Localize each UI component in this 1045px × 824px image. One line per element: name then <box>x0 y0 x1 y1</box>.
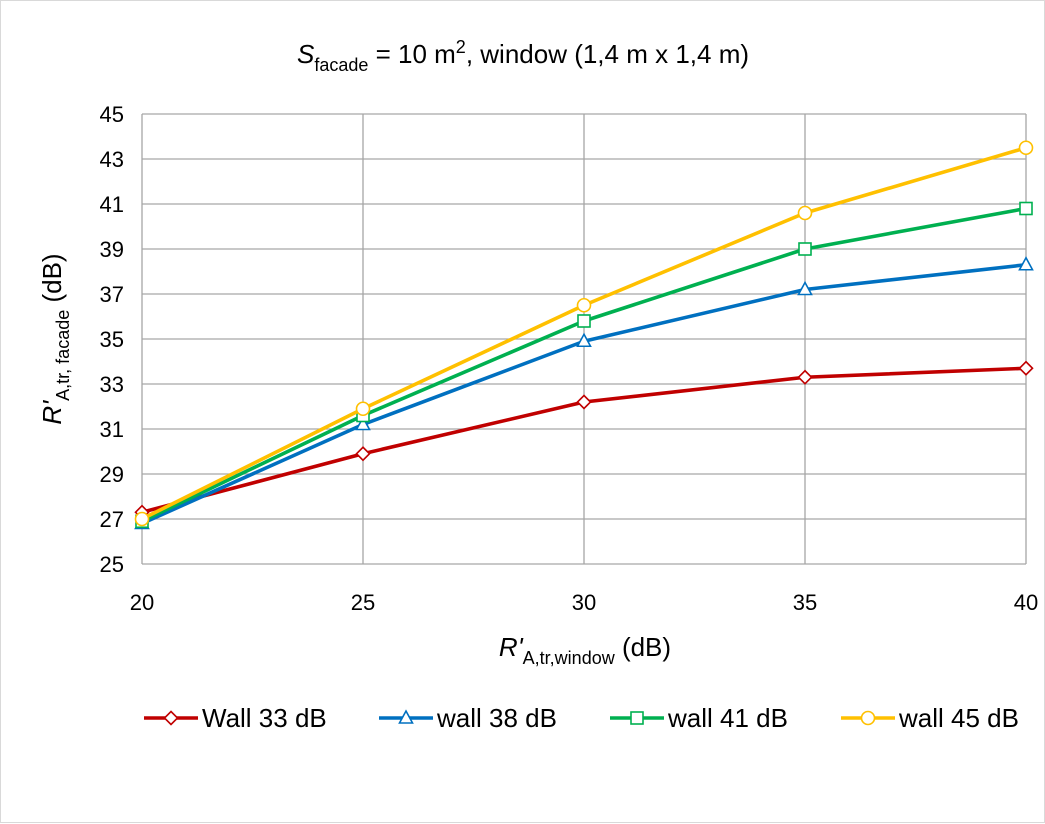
data-point-marker <box>355 401 371 417</box>
y-tick-label: 29 <box>100 462 124 487</box>
legend-swatch-marker <box>398 709 414 724</box>
y-tick-label: 41 <box>100 192 124 217</box>
series-lines <box>134 140 1034 530</box>
y-tick-label: 35 <box>100 327 124 352</box>
data-point-marker <box>576 332 592 348</box>
legend: Wall 33 dB wall 38 dB wall 41 dB wall 45 dB <box>144 703 1019 733</box>
legend-entry: wall 38 dB <box>379 703 557 733</box>
y-tick-label: 33 <box>100 372 124 397</box>
data-point-marker <box>576 297 592 313</box>
x-tick-label: 25 <box>351 590 375 615</box>
x-tick-label: 20 <box>130 590 154 615</box>
x-tick-label: 30 <box>572 590 596 615</box>
legend-swatch-marker <box>860 710 876 726</box>
data-point-marker <box>1018 360 1034 376</box>
y-tick-label: 27 <box>100 507 124 532</box>
y-tick-label: 25 <box>100 552 124 577</box>
y-tick-labels: 25 27 29 31 33 35 37 39 41 43 45 <box>100 102 124 577</box>
data-point-marker <box>577 314 591 328</box>
x-tick-label: 40 <box>1014 590 1038 615</box>
legend-entry: wall 41 dB <box>610 703 788 733</box>
data-point-marker <box>355 446 371 462</box>
x-tick-label: 35 <box>793 590 817 615</box>
y-tick-label: 39 <box>100 237 124 262</box>
y-tick-label: 31 <box>100 417 124 442</box>
legend-swatch-marker <box>630 711 644 725</box>
data-point-marker <box>1018 140 1034 156</box>
data-point-marker <box>797 280 813 296</box>
legend-label: wall 38 dB <box>436 703 557 733</box>
chart-title: Sfacade = 10 m2, window (1,4 m x 1,4 m) <box>297 37 749 75</box>
y-axis-title: R'A,tr, facade (dB) <box>37 253 73 424</box>
data-point-marker <box>798 242 812 256</box>
legend-swatch-marker <box>163 710 179 726</box>
data-point-marker <box>797 205 813 221</box>
series-1 <box>134 360 1034 520</box>
data-point-marker <box>1018 256 1034 271</box>
legend-label: wall 45 dB <box>898 703 1019 733</box>
y-tick-label: 37 <box>100 282 124 307</box>
data-point-marker <box>134 511 150 527</box>
data-point-marker <box>1019 201 1033 216</box>
y-tick-label: 43 <box>100 147 124 172</box>
y-tick-label: 45 <box>100 102 124 127</box>
data-point-marker <box>576 394 592 410</box>
legend-label: Wall 33 dB <box>202 703 327 733</box>
x-tick-labels: 20 25 30 35 40 <box>130 590 1038 615</box>
legend-label: wall 41 dB <box>667 703 788 733</box>
legend-entry: Wall 33 dB <box>144 703 327 733</box>
x-axis-title: R'A,tr,window (dB) <box>499 632 671 668</box>
data-point-marker <box>355 415 371 431</box>
legend-entry: wall 45 dB <box>841 703 1019 733</box>
series-4 <box>134 140 1034 527</box>
data-point-marker <box>797 369 813 385</box>
